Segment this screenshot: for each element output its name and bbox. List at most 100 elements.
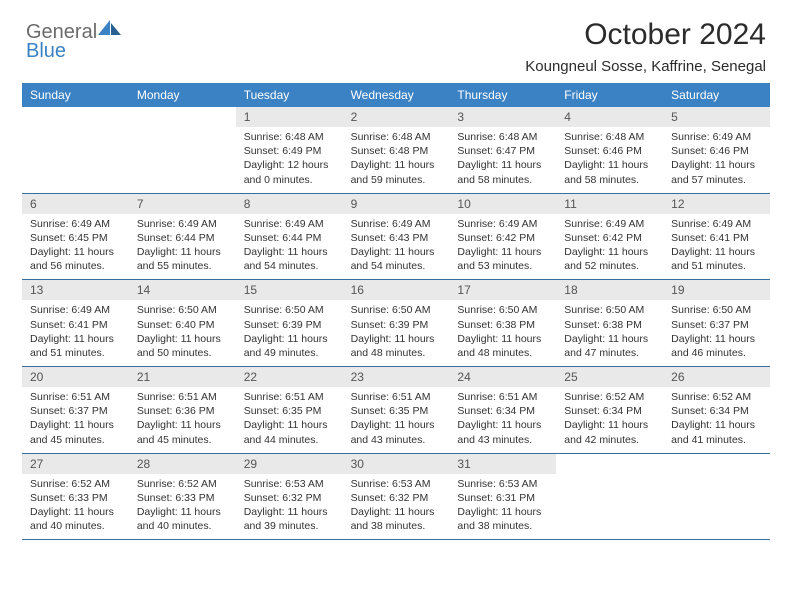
sunrise-text: Sunrise: 6:51 AM <box>457 390 548 404</box>
sunrise-text: Sunrise: 6:51 AM <box>137 390 228 404</box>
daylight-text: Daylight: 11 hours and 48 minutes. <box>457 332 548 360</box>
day-details: Sunrise: 6:51 AMSunset: 6:35 PMDaylight:… <box>343 387 450 453</box>
day-number: 30 <box>343 454 450 474</box>
day-details: Sunrise: 6:50 AMSunset: 6:39 PMDaylight:… <box>343 300 450 366</box>
day-cell: 4Sunrise: 6:48 AMSunset: 6:46 PMDaylight… <box>556 107 663 193</box>
day-details: Sunrise: 6:48 AMSunset: 6:49 PMDaylight:… <box>236 127 343 193</box>
daylight-text: Daylight: 11 hours and 59 minutes. <box>351 158 442 186</box>
sunset-text: Sunset: 6:34 PM <box>564 404 655 418</box>
daylight-text: Daylight: 11 hours and 54 minutes. <box>244 245 335 273</box>
daylight-text: Daylight: 11 hours and 56 minutes. <box>30 245 121 273</box>
day-cell <box>663 454 770 540</box>
day-details: Sunrise: 6:49 AMSunset: 6:46 PMDaylight:… <box>663 127 770 193</box>
daylight-text: Daylight: 11 hours and 38 minutes. <box>457 505 548 533</box>
sunrise-text: Sunrise: 6:48 AM <box>244 130 335 144</box>
week-row: 27Sunrise: 6:52 AMSunset: 6:33 PMDayligh… <box>22 454 770 541</box>
day-cell: 18Sunrise: 6:50 AMSunset: 6:38 PMDayligh… <box>556 280 663 366</box>
day-details: Sunrise: 6:49 AMSunset: 6:43 PMDaylight:… <box>343 214 450 280</box>
weekday-label: Sunday <box>22 83 129 107</box>
page-header: General Blue October 2024 Koungneul Soss… <box>0 0 792 83</box>
daylight-text: Daylight: 11 hours and 58 minutes. <box>457 158 548 186</box>
sunrise-text: Sunrise: 6:50 AM <box>244 303 335 317</box>
sunrise-text: Sunrise: 6:49 AM <box>351 217 442 231</box>
day-details: Sunrise: 6:49 AMSunset: 6:45 PMDaylight:… <box>22 214 129 280</box>
day-number: 26 <box>663 367 770 387</box>
daylight-text: Daylight: 11 hours and 42 minutes. <box>564 418 655 446</box>
daylight-text: Daylight: 11 hours and 47 minutes. <box>564 332 655 360</box>
sunset-text: Sunset: 6:39 PM <box>351 318 442 332</box>
day-details: Sunrise: 6:52 AMSunset: 6:33 PMDaylight:… <box>129 474 236 540</box>
day-cell: 28Sunrise: 6:52 AMSunset: 6:33 PMDayligh… <box>129 454 236 540</box>
daylight-text: Daylight: 11 hours and 41 minutes. <box>671 418 762 446</box>
day-details: Sunrise: 6:50 AMSunset: 6:38 PMDaylight:… <box>449 300 556 366</box>
sunrise-text: Sunrise: 6:49 AM <box>564 217 655 231</box>
day-cell: 15Sunrise: 6:50 AMSunset: 6:39 PMDayligh… <box>236 280 343 366</box>
calendar: Sunday Monday Tuesday Wednesday Thursday… <box>0 83 792 540</box>
sunrise-text: Sunrise: 6:53 AM <box>457 477 548 491</box>
day-number: 2 <box>343 107 450 127</box>
day-number: 9 <box>343 194 450 214</box>
day-cell <box>556 454 663 540</box>
title-block: October 2024 Koungneul Sosse, Kaffrine, … <box>525 18 766 75</box>
sunrise-text: Sunrise: 6:48 AM <box>564 130 655 144</box>
sunset-text: Sunset: 6:39 PM <box>244 318 335 332</box>
weekday-header: Sunday Monday Tuesday Wednesday Thursday… <box>22 83 770 107</box>
day-number: 6 <box>22 194 129 214</box>
day-cell: 10Sunrise: 6:49 AMSunset: 6:42 PMDayligh… <box>449 194 556 280</box>
weekday-label: Saturday <box>663 83 770 107</box>
logo-sail-icon <box>97 18 123 38</box>
sunrise-text: Sunrise: 6:52 AM <box>671 390 762 404</box>
sunrise-text: Sunrise: 6:50 AM <box>457 303 548 317</box>
sunrise-text: Sunrise: 6:49 AM <box>671 217 762 231</box>
sunset-text: Sunset: 6:42 PM <box>564 231 655 245</box>
day-details: Sunrise: 6:50 AMSunset: 6:39 PMDaylight:… <box>236 300 343 366</box>
day-number: 27 <box>22 454 129 474</box>
day-number: 5 <box>663 107 770 127</box>
sunrise-text: Sunrise: 6:53 AM <box>351 477 442 491</box>
day-details: Sunrise: 6:52 AMSunset: 6:34 PMDaylight:… <box>663 387 770 453</box>
sunset-text: Sunset: 6:37 PM <box>671 318 762 332</box>
day-number: 4 <box>556 107 663 127</box>
day-number: 23 <box>343 367 450 387</box>
day-details: Sunrise: 6:53 AMSunset: 6:31 PMDaylight:… <box>449 474 556 540</box>
day-number: 17 <box>449 280 556 300</box>
daylight-text: Daylight: 11 hours and 40 minutes. <box>30 505 121 533</box>
week-row: 6Sunrise: 6:49 AMSunset: 6:45 PMDaylight… <box>22 194 770 281</box>
day-cell: 3Sunrise: 6:48 AMSunset: 6:47 PMDaylight… <box>449 107 556 193</box>
daylight-text: Daylight: 11 hours and 57 minutes. <box>671 158 762 186</box>
sunrise-text: Sunrise: 6:49 AM <box>457 217 548 231</box>
day-number: 31 <box>449 454 556 474</box>
location: Koungneul Sosse, Kaffrine, Senegal <box>525 58 766 75</box>
sunset-text: Sunset: 6:44 PM <box>137 231 228 245</box>
day-number: 7 <box>129 194 236 214</box>
sunset-text: Sunset: 6:31 PM <box>457 491 548 505</box>
day-number: 18 <box>556 280 663 300</box>
day-cell: 27Sunrise: 6:52 AMSunset: 6:33 PMDayligh… <box>22 454 129 540</box>
day-details: Sunrise: 6:52 AMSunset: 6:34 PMDaylight:… <box>556 387 663 453</box>
day-cell: 20Sunrise: 6:51 AMSunset: 6:37 PMDayligh… <box>22 367 129 453</box>
sunset-text: Sunset: 6:49 PM <box>244 144 335 158</box>
sunrise-text: Sunrise: 6:52 AM <box>30 477 121 491</box>
day-details: Sunrise: 6:53 AMSunset: 6:32 PMDaylight:… <box>343 474 450 540</box>
day-cell: 25Sunrise: 6:52 AMSunset: 6:34 PMDayligh… <box>556 367 663 453</box>
day-cell: 5Sunrise: 6:49 AMSunset: 6:46 PMDaylight… <box>663 107 770 193</box>
daylight-text: Daylight: 11 hours and 55 minutes. <box>137 245 228 273</box>
daylight-text: Daylight: 11 hours and 48 minutes. <box>351 332 442 360</box>
day-details: Sunrise: 6:53 AMSunset: 6:32 PMDaylight:… <box>236 474 343 540</box>
day-details: Sunrise: 6:50 AMSunset: 6:38 PMDaylight:… <box>556 300 663 366</box>
sunrise-text: Sunrise: 6:49 AM <box>30 217 121 231</box>
day-details: Sunrise: 6:48 AMSunset: 6:47 PMDaylight:… <box>449 127 556 193</box>
sunrise-text: Sunrise: 6:52 AM <box>137 477 228 491</box>
weeks-container: 1Sunrise: 6:48 AMSunset: 6:49 PMDaylight… <box>22 107 770 540</box>
sunrise-text: Sunrise: 6:51 AM <box>244 390 335 404</box>
day-number: 10 <box>449 194 556 214</box>
day-number: 19 <box>663 280 770 300</box>
day-cell: 19Sunrise: 6:50 AMSunset: 6:37 PMDayligh… <box>663 280 770 366</box>
daylight-text: Daylight: 11 hours and 52 minutes. <box>564 245 655 273</box>
sunset-text: Sunset: 6:41 PM <box>671 231 762 245</box>
day-cell: 8Sunrise: 6:49 AMSunset: 6:44 PMDaylight… <box>236 194 343 280</box>
day-cell: 9Sunrise: 6:49 AMSunset: 6:43 PMDaylight… <box>343 194 450 280</box>
weekday-label: Friday <box>556 83 663 107</box>
sunset-text: Sunset: 6:35 PM <box>351 404 442 418</box>
daylight-text: Daylight: 11 hours and 40 minutes. <box>137 505 228 533</box>
